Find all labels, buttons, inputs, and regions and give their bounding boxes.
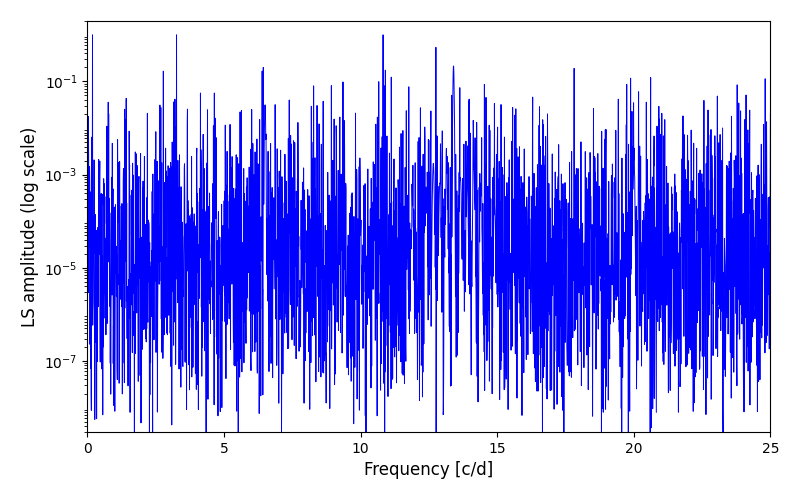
- X-axis label: Frequency [c/d]: Frequency [c/d]: [364, 461, 494, 479]
- Y-axis label: LS amplitude (log scale): LS amplitude (log scale): [21, 126, 39, 326]
